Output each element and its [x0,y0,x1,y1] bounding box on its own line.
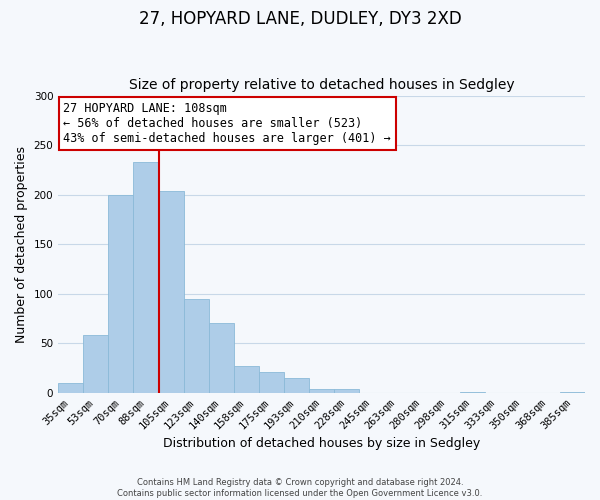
Bar [234,366,259,393]
Bar [158,191,184,393]
X-axis label: Distribution of detached houses by size in Sedgley: Distribution of detached houses by size … [163,437,480,450]
Text: 27 HOPYARD LANE: 108sqm
← 56% of detached houses are smaller (523)
43% of semi-d: 27 HOPYARD LANE: 108sqm ← 56% of detache… [64,102,391,145]
Bar [334,389,359,393]
Bar [560,392,585,393]
Bar [259,372,284,393]
Bar [133,162,158,393]
Title: Size of property relative to detached houses in Sedgley: Size of property relative to detached ho… [129,78,514,92]
Bar [109,195,133,393]
Text: 27, HOPYARD LANE, DUDLEY, DY3 2XD: 27, HOPYARD LANE, DUDLEY, DY3 2XD [139,10,461,28]
Bar [460,392,485,393]
Bar [184,299,209,393]
Bar [209,322,234,393]
Text: Contains HM Land Registry data © Crown copyright and database right 2024.
Contai: Contains HM Land Registry data © Crown c… [118,478,482,498]
Bar [58,383,83,393]
Bar [309,389,334,393]
Bar [284,378,309,393]
Y-axis label: Number of detached properties: Number of detached properties [15,146,28,343]
Bar [83,334,109,393]
